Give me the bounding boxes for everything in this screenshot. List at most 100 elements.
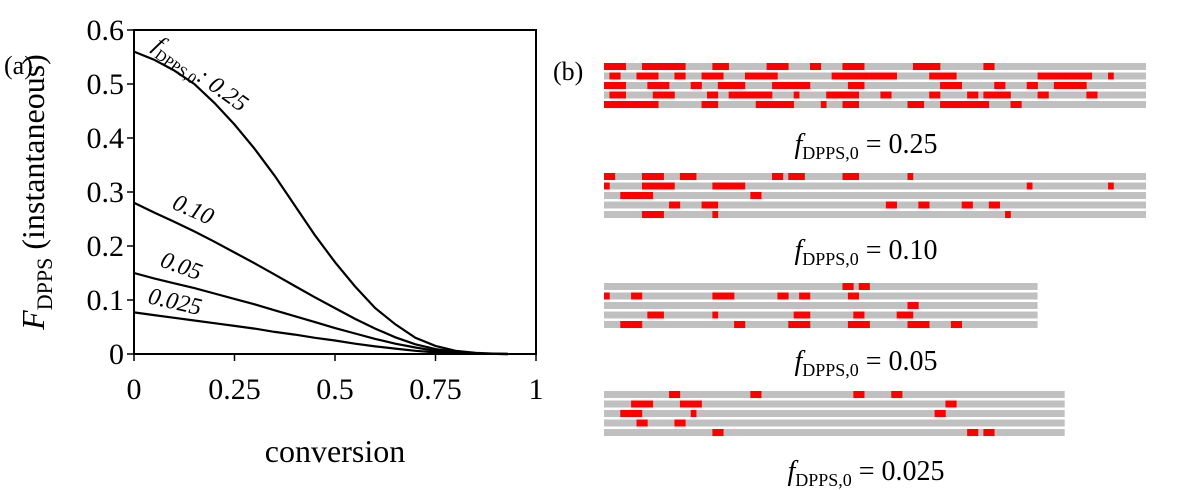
- dpps-unit: [907, 311, 914, 319]
- dpps-unit: [679, 173, 686, 180]
- dpps-unit: [1108, 182, 1114, 190]
- chain-row: [604, 201, 1146, 209]
- dpps-unit: [614, 72, 621, 80]
- dpps-unit: [1005, 211, 1011, 218]
- dpps-unit: [885, 201, 892, 209]
- dpps-unit: [847, 63, 854, 70]
- dpps-unit: [755, 391, 762, 398]
- dpps-unit: [663, 182, 670, 190]
- dpps-unit: [772, 173, 778, 180]
- dpps-unit: [717, 63, 724, 70]
- dpps-unit: [853, 91, 860, 99]
- x-tick-label: 0: [127, 373, 142, 406]
- dpps-unit: [1059, 72, 1065, 80]
- dpps-unit: [744, 72, 751, 80]
- dpps-unit: [940, 410, 946, 417]
- block-caption: fDPPS,0 = 0.025: [787, 456, 944, 490]
- dpps-unit: [1032, 82, 1038, 89]
- dpps-unit: [907, 101, 914, 108]
- dpps-unit: [842, 63, 849, 70]
- y-axis-label-suffix: (instantaneous): [15, 54, 51, 258]
- dpps-unit: [934, 72, 941, 80]
- dpps-unit: [831, 91, 838, 99]
- dpps-unit: [864, 283, 870, 290]
- dpps-unit: [1005, 91, 1011, 99]
- dpps-unit: [902, 311, 908, 319]
- y-tick-label: 0.6: [87, 14, 125, 47]
- dpps-unit: [631, 400, 637, 408]
- dpps-unit: [967, 201, 973, 209]
- dpps-unit: [804, 292, 811, 300]
- dpps-unit: [701, 201, 708, 209]
- dpps-unit: [647, 311, 654, 319]
- dpps-unit: [907, 302, 914, 309]
- chain-row: [604, 82, 1146, 89]
- axis-ticks: 0 0.1 0.2 0.3 0.4 0.5 0.6 0 0.25 0.5 0.75 1: [87, 14, 544, 406]
- dpps-unit: [912, 101, 919, 108]
- dpps-unit: [858, 82, 865, 89]
- dpps-unit: [641, 400, 648, 408]
- dpps-unit: [712, 292, 719, 300]
- chain-backbone: [604, 101, 1146, 108]
- chain-backbone: [604, 400, 1065, 408]
- dpps-unit: [799, 173, 805, 180]
- dpps-unit: [609, 91, 616, 99]
- dpps-unit: [918, 201, 925, 209]
- dpps-unit: [701, 101, 708, 108]
- y-axis-label-symbol: F: [15, 310, 51, 331]
- chain-row: [604, 283, 1038, 290]
- dpps-unit: [847, 321, 854, 328]
- dpps-unit: [907, 321, 914, 328]
- dpps-unit: [858, 321, 865, 328]
- dpps-unit: [788, 173, 794, 180]
- dpps-unit: [620, 91, 626, 99]
- dpps-unit: [641, 192, 648, 199]
- dpps-unit: [658, 91, 664, 99]
- chain-row: [604, 192, 1146, 199]
- curve-0.025: [133, 311, 508, 356]
- dpps-unit: [620, 82, 626, 89]
- curve-labels: fDPPS,0: 0.250.100.050.025: [146, 32, 253, 321]
- dpps-unit: [696, 82, 702, 89]
- y-axis-label-subscript: DPPS: [32, 258, 57, 311]
- dpps-unit: [853, 72, 860, 80]
- dpps-unit: [1026, 182, 1033, 190]
- chain-backbone: [604, 391, 1065, 398]
- dpps-unit: [923, 201, 930, 209]
- chain-row: [604, 101, 1146, 108]
- dpps-unit: [625, 410, 632, 417]
- dpps-unit: [636, 410, 643, 417]
- dpps-unit: [956, 82, 963, 89]
- chain-backbone: [604, 82, 1146, 89]
- dpps-unit: [923, 63, 930, 70]
- dpps-unit: [950, 321, 957, 328]
- dpps-unit: [793, 321, 800, 328]
- dpps-unit: [712, 211, 719, 218]
- dpps-unit: [712, 63, 719, 70]
- dpps-unit: [609, 173, 616, 180]
- dpps-unit: [967, 91, 973, 99]
- chain-row: [604, 429, 1065, 436]
- dpps-unit: [604, 101, 610, 108]
- dpps-unit: [885, 72, 892, 80]
- dpps-unit: [674, 63, 681, 70]
- chain-block: fDPPS,0 = 0.10: [604, 173, 1146, 269]
- dpps-unit: [696, 400, 702, 408]
- dpps-unit: [658, 63, 664, 70]
- dpps-unit: [604, 82, 610, 89]
- dpps-unit: [1043, 72, 1049, 80]
- dpps-unit: [1026, 82, 1033, 89]
- dpps-unit: [847, 283, 854, 290]
- x-tick-label: 0.75: [409, 373, 462, 406]
- chain-row: [604, 321, 1038, 328]
- dpps-unit: [1015, 101, 1022, 108]
- dpps-unit: [961, 101, 968, 108]
- dpps-unit: [847, 292, 854, 300]
- dpps-unit: [1086, 91, 1093, 99]
- dpps-unit: [777, 82, 784, 89]
- dpps-unit: [750, 72, 757, 80]
- dpps-unit: [994, 201, 1000, 209]
- panel-a-line-chart: (a) 0 0.1 0.2 0.3 0.4 0.5 0.6 0 0.25 0.5 0.75 1 fDP…: [4, 14, 544, 469]
- dpps-unit: [609, 72, 616, 80]
- dpps-unit: [837, 91, 843, 99]
